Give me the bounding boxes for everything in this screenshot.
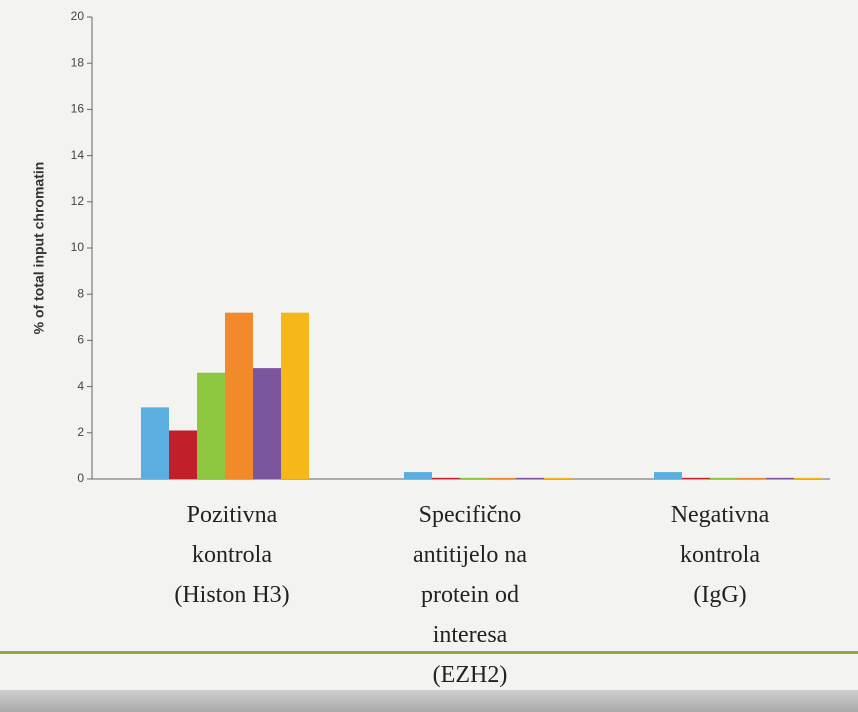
y-tick-label: 18 [71,55,85,69]
bar [516,477,544,479]
x-tick-label: Specifično antitijelo na protein od inte… [413,502,527,688]
y-tick-label: 2 [77,425,84,439]
bar [794,477,822,479]
x-tick-label: Negativna kontrola (IgG) [670,502,770,608]
bar [488,477,516,479]
footer-bar [0,690,858,712]
y-tick-label: 0 [77,471,84,485]
bar [404,472,432,479]
bar [766,477,794,479]
bar [169,430,197,479]
y-tick-label: 16 [71,102,85,116]
bar [253,368,281,479]
bar [654,472,682,479]
y-tick-label: 8 [77,286,84,300]
y-tick-label: 14 [71,148,85,162]
bar [460,477,488,479]
y-tick-label: 20 [71,9,85,23]
footer-line [0,651,858,654]
y-tick-label: 12 [71,194,85,208]
bar [544,477,572,479]
bar [710,477,738,479]
bar [432,477,460,479]
y-tick-label: 6 [77,333,84,347]
bar [281,312,309,479]
bar [682,477,710,479]
bar [141,407,169,479]
y-tick-label: 10 [71,240,85,254]
bar [197,372,225,479]
bar [225,312,253,479]
bar [738,477,766,479]
x-tick-label: Pozitivna kontrola (Histon H3) [174,502,290,608]
y-axis-label: % of total input chromatin [31,162,47,335]
y-tick-label: 4 [77,379,84,393]
